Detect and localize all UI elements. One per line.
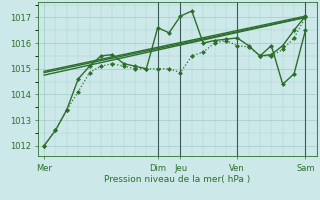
- X-axis label: Pression niveau de la mer( hPa ): Pression niveau de la mer( hPa ): [104, 175, 251, 184]
